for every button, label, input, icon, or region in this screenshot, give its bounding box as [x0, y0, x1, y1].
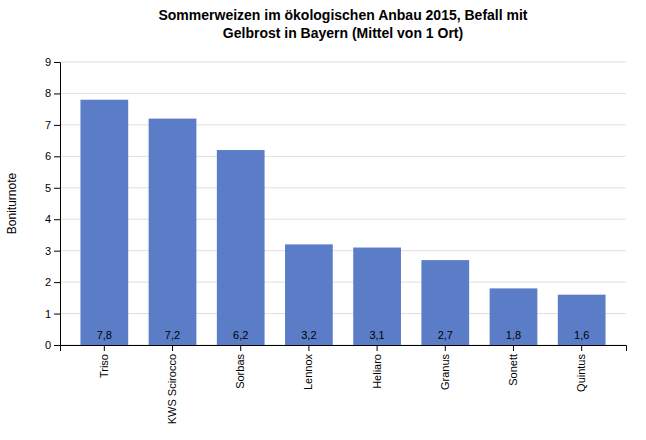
tick: 3: [45, 245, 60, 257]
grid: [60, 62, 626, 345]
tick-label: 4: [45, 213, 51, 225]
tick-mark: [513, 345, 514, 351]
tick: 2: [45, 276, 60, 288]
bar: [149, 119, 197, 345]
tick-mark: [445, 345, 446, 351]
tick-label: 7: [45, 119, 51, 131]
grid-line: [60, 156, 626, 157]
tick-label: Granus: [439, 354, 451, 391]
tick-mark: [54, 188, 60, 189]
tick-mark: [581, 345, 582, 351]
tick-label: KWS Scirocco: [166, 354, 178, 424]
chart-title: Sommerweizen im ökologischen Anbau 2015,…: [158, 7, 527, 41]
tick-mark: [54, 219, 60, 220]
data-label: 7,8: [97, 329, 112, 341]
tick-mark: [172, 345, 173, 351]
tick: Lennox: [302, 345, 314, 390]
tick-label: 8: [45, 87, 51, 99]
tick: KWS Scirocco: [166, 345, 178, 424]
tick-label: Heliaro: [371, 354, 383, 389]
data-label: 3,2: [301, 329, 316, 341]
bar: [80, 100, 128, 345]
tick: Granus: [439, 345, 451, 390]
grid-line: [60, 250, 626, 251]
x-axis: Triso KWS Scirocco Sorbas Lennox Heliaro Gran…: [61, 345, 627, 424]
tick-mark: [377, 345, 378, 351]
y-axis-title: Boniturnote: [5, 172, 19, 234]
tick: Sonett: [507, 345, 519, 386]
tick-label: Triso: [98, 354, 110, 378]
tick-mark: [54, 345, 60, 346]
grid-line: [60, 282, 626, 283]
tick-mark: [54, 62, 60, 63]
tick-label: 6: [45, 150, 51, 162]
bar: [421, 260, 469, 345]
grid-line: [60, 313, 626, 314]
bar: [285, 244, 333, 345]
tick-label: 0: [45, 339, 51, 351]
tick-mark: [308, 345, 309, 351]
data-label: 1,6: [574, 329, 589, 341]
tick: Sorbas: [234, 345, 246, 389]
tick-mark: [54, 93, 60, 94]
bar: [217, 150, 265, 345]
tick: Heliaro: [371, 345, 383, 389]
chart-title-line: Gelbrost in Bayern (Mittel von 1 Ort): [223, 25, 463, 41]
tick: 4: [45, 213, 60, 225]
chart-svg: 7,8 7,2 6,2 3,2 3,1 2,7 1,8 1,6 0 1 2 3 4 5 6 7 8 9 Triso K…: [0, 0, 646, 440]
bar: [558, 295, 606, 345]
data-label: 1,8: [506, 329, 521, 341]
tick-label: Sonett: [507, 354, 519, 386]
data-label: 6,2: [233, 329, 248, 341]
tick: Quintus: [575, 345, 587, 392]
tick: 0: [45, 339, 60, 351]
bar: [490, 288, 538, 345]
tick: 9: [45, 56, 60, 68]
tick-label: 1: [45, 308, 51, 320]
grid-line: [60, 62, 626, 63]
grid-line: [60, 93, 626, 94]
grid-line: [60, 219, 626, 220]
bars: [80, 100, 605, 345]
grid-line: [60, 124, 626, 125]
tick: 1: [45, 308, 60, 320]
tick-mark: [104, 345, 105, 351]
tick-mark: [240, 345, 241, 351]
data-label: 2,7: [438, 329, 453, 341]
data-label: 7,2: [165, 329, 180, 341]
axis-line: [61, 346, 627, 352]
tick-label: 3: [45, 245, 51, 257]
tick-mark: [54, 251, 60, 252]
tick: 6: [45, 150, 60, 162]
y-axis: 0 1 2 3 4 5 6 7 8 9: [45, 56, 61, 351]
chart-title-line: Sommerweizen im ökologischen Anbau 2015,…: [158, 7, 527, 23]
tick-mark: [54, 314, 60, 315]
grid-line: [60, 187, 626, 188]
tick-label: Quintus: [575, 354, 587, 392]
data-labels: 7,8 7,2 6,2 3,2 3,1 2,7 1,8 1,6: [97, 329, 590, 341]
tick-label: 5: [45, 182, 51, 194]
bar: [353, 248, 401, 345]
tick: 5: [45, 182, 60, 194]
tick: Triso: [98, 345, 110, 378]
tick-mark: [54, 282, 60, 283]
data-label: 3,1: [369, 329, 384, 341]
tick-label: Lennox: [302, 354, 314, 391]
tick-mark: [54, 125, 60, 126]
tick-label: 9: [45, 56, 51, 68]
plot-area: 7,8 7,2 6,2 3,2 3,1 2,7 1,8 1,6 0 1 2 3 4 5 6 7 8 9 Triso K…: [45, 56, 627, 424]
tick-label: 2: [45, 276, 51, 288]
axis-line: [54, 63, 61, 346]
tick: 8: [45, 87, 60, 99]
tick-label: Sorbas: [234, 354, 246, 389]
tick: 7: [45, 119, 60, 131]
tick-mark: [54, 156, 60, 157]
